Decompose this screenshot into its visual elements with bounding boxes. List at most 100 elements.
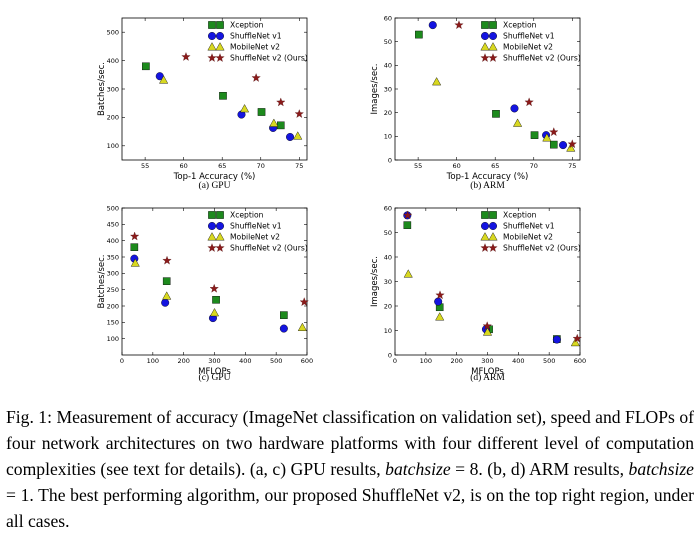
- legend-marker-shufflenet-v1: [207, 221, 216, 230]
- data-point-shufflenet-v2-ours: [294, 109, 304, 118]
- data-point-mobilenet-v2: [403, 269, 413, 278]
- subfigure-caption: (c) GPU: [199, 372, 231, 383]
- data-point-shufflenet-v2-ours: [572, 333, 582, 343]
- y-tick-label: 40: [384, 62, 392, 70]
- data-point-mobilenet-v2: [240, 104, 250, 113]
- data-point-shufflenet-v1: [434, 297, 443, 306]
- y-axis-label: Batches/sec.: [97, 62, 107, 116]
- legend-marker-shufflenet-v1: [481, 221, 490, 230]
- y-tick-label: 500: [107, 204, 119, 212]
- subfigure-caption: (a) GPU: [199, 180, 231, 191]
- data-point-mobilenet-v2: [513, 118, 523, 127]
- data-point-shufflenet-v2-ours: [435, 290, 445, 300]
- y-tick-label: 40: [384, 253, 392, 261]
- data-point-mobilenet-v2: [566, 143, 576, 152]
- legend-marker-xception: [489, 211, 497, 219]
- legend-label-xception: Xception: [230, 21, 264, 30]
- x-tick-label: 0: [393, 357, 397, 365]
- legend-label-xception: Xception: [230, 211, 264, 220]
- chart-panel-d: 0 100 200 300 400 500 600 0 10 20 30 40 50 60 MFLOPs Im…: [370, 204, 586, 383]
- series-shufflenet-v1: [403, 211, 561, 344]
- data-point-xception: [549, 140, 558, 149]
- legend-marker-shufflenet-v1: [207, 32, 216, 41]
- y-tick-label: 100: [107, 335, 119, 343]
- legend-marker-shufflenet-v1: [489, 32, 498, 41]
- series-shufflenet-v2-ours: [403, 210, 582, 343]
- data-point-xception: [162, 277, 171, 285]
- data-point-mobilenet-v2: [297, 322, 307, 331]
- legend-marker-xception: [216, 21, 224, 29]
- legend-marker-shufflenet-v2-ours: [207, 53, 217, 62]
- y-tick-label: 60: [384, 204, 392, 212]
- series-shufflenet-v1: [155, 72, 295, 141]
- series-mobilenet-v2: [432, 77, 576, 152]
- y-tick-label: 500: [107, 29, 119, 37]
- legend-label-shufflenet-v2-ours: ShuffleNet v2 (Ours): [503, 54, 581, 63]
- data-point-mobilenet-v2: [159, 75, 169, 84]
- data-point-mobilenet-v2: [162, 291, 172, 300]
- series-shufflenet-v2-ours: [130, 231, 309, 306]
- data-point-xception: [219, 92, 227, 100]
- data-point-shufflenet-v2-ours: [299, 297, 309, 306]
- legend-label-mobilenet-v2: MobileNet v2: [230, 43, 280, 52]
- y-tick-label: 30: [384, 278, 392, 286]
- data-point-xception: [492, 110, 500, 118]
- data-point-shufflenet-v2-ours: [162, 255, 172, 265]
- data-point-shufflenet-v1: [279, 324, 288, 333]
- legend-marker-shufflenet-v1: [215, 32, 224, 41]
- data-point-xception: [280, 311, 288, 319]
- x-tick-label: 500: [270, 357, 282, 365]
- legend-marker-xception: [208, 211, 216, 219]
- legend-marker-mobilenet-v2: [207, 42, 217, 51]
- data-point-mobilenet-v2: [209, 308, 220, 317]
- series-mobilenet-v2: [130, 258, 307, 331]
- y-tick-label: 20: [384, 109, 392, 117]
- series-mobilenet-v2: [159, 75, 303, 140]
- y-tick-label: 60: [384, 14, 392, 22]
- y-tick-label: 0: [388, 156, 392, 164]
- data-point-shufflenet-v2-ours: [276, 97, 286, 107]
- data-point-shufflenet-v1: [559, 141, 568, 150]
- data-point-shufflenet-v1: [161, 298, 170, 307]
- caption-math-batchsize-gpu: batchsize: [385, 459, 451, 479]
- y-tick-label: 150: [107, 319, 119, 327]
- data-point-mobilenet-v2: [432, 77, 442, 86]
- legend-label-xception: Xception: [503, 211, 537, 220]
- data-point-xception: [130, 243, 139, 252]
- legend-marker-mobilenet-v2: [488, 42, 498, 51]
- caption-part-3: = 1. The best performing algorithm, our …: [6, 485, 694, 531]
- subfigure-caption: (b) ARM: [470, 180, 505, 191]
- chart-panel-c: 0 100 200 300 400 500 600 100 150 200 250 300 350 400…: [97, 204, 313, 383]
- x-axis-label: MFLOPs: [198, 367, 231, 377]
- legend-marker-shufflenet-v2-ours: [207, 243, 217, 252]
- legend-marker-xception: [489, 21, 497, 29]
- series-mobilenet-v2: [403, 269, 580, 347]
- legend-marker-shufflenet-v1: [215, 221, 224, 230]
- legend-marker-shufflenet-v2-ours: [215, 243, 225, 252]
- data-point-mobilenet-v2: [570, 337, 580, 347]
- x-axis-label: Top-1 Accuracy (%): [446, 172, 529, 182]
- data-point-xception: [257, 108, 266, 116]
- data-point-mobilenet-v2: [269, 118, 279, 127]
- legend-label-shufflenet-v1: ShuffleNet v1: [230, 222, 282, 231]
- data-point-shufflenet-v2-ours: [181, 52, 191, 61]
- y-tick-label: 350: [107, 253, 119, 261]
- x-tick-label: 0: [120, 357, 124, 365]
- legend-marker-mobilenet-v2: [480, 42, 490, 51]
- legend-label-shufflenet-v1: ShuffleNet v1: [503, 222, 555, 231]
- x-tick-label: 60: [180, 162, 188, 170]
- x-tick-label: 500: [543, 357, 555, 365]
- x-tick-label: 300: [481, 357, 493, 365]
- legend-marker-mobilenet-v2: [215, 232, 225, 241]
- legend-label-shufflenet-v1: ShuffleNet v1: [503, 32, 555, 41]
- data-point-shufflenet-v2-ours: [209, 283, 219, 293]
- figure-caption: Fig. 1: Measurement of accuracy (ImageNe…: [6, 404, 694, 534]
- y-tick-label: 0: [388, 351, 392, 359]
- legend-marker-mobilenet-v2: [488, 232, 498, 241]
- legend-label-mobilenet-v2: MobileNet v2: [503, 43, 553, 52]
- data-point-xception: [276, 121, 285, 130]
- series-shufflenet-v2-ours: [454, 20, 577, 149]
- legend-marker-shufflenet-v2-ours: [480, 243, 490, 252]
- data-point-shufflenet-v2-ours: [403, 210, 413, 220]
